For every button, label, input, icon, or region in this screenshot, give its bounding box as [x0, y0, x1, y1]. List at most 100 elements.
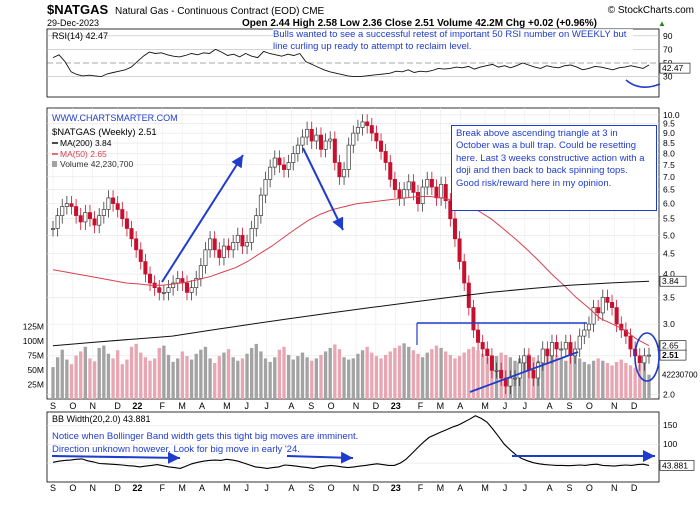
- volume-bar: [457, 356, 462, 399]
- candle-body: [60, 206, 65, 216]
- rsi-annotation-text: Bulls wanted to see a successful retest …: [273, 29, 633, 53]
- candle-body: [305, 128, 310, 138]
- candle-body: [471, 307, 476, 331]
- candle-body: [406, 181, 411, 191]
- candle-body: [536, 362, 541, 379]
- volume-bar: [628, 365, 633, 399]
- candle-body: [74, 206, 79, 216]
- volume-bar: [310, 360, 314, 399]
- volume-bar: [568, 357, 573, 399]
- volume-bar: [245, 353, 249, 399]
- candle-body: [212, 238, 217, 251]
- price-axis-label: 4.0: [663, 269, 675, 279]
- candle-body: [332, 138, 337, 163]
- candle-body: [166, 287, 171, 293]
- volume-bar: [120, 364, 124, 399]
- volume-bar: [370, 352, 374, 399]
- candle-body: [124, 218, 129, 229]
- x-axis-month-label-bottom: O: [69, 483, 76, 493]
- volume-bar: [554, 354, 559, 399]
- candle-body: [355, 127, 360, 134]
- volume-bar: [360, 350, 365, 399]
- volume-bar: [596, 358, 600, 399]
- x-axis-month-label: J: [523, 401, 528, 411]
- x-axis-month-label: J: [264, 401, 269, 411]
- x-axis-month-label: N: [353, 401, 360, 411]
- candle-body: [92, 218, 97, 226]
- rsi-last-value-badge: [659, 62, 691, 74]
- volume-bar: [291, 359, 295, 399]
- candle-body: [623, 329, 628, 337]
- recent-candles-circle: [634, 332, 660, 382]
- x-axis-month-label-bottom: A: [457, 483, 463, 493]
- volume-bar: [217, 356, 221, 399]
- volume-bar: [383, 354, 388, 399]
- price-axis-label: 4.5: [663, 249, 675, 259]
- volume-bar: [273, 357, 277, 399]
- candle-body: [637, 355, 642, 364]
- volume-bar: [268, 361, 272, 399]
- x-axis-month-label: D: [631, 401, 638, 411]
- volume-bar: [65, 359, 69, 399]
- volume-bar: [305, 357, 309, 399]
- volume-bar: [605, 363, 610, 399]
- volume-bar: [250, 347, 254, 399]
- volume-bar: [374, 356, 379, 399]
- volume-bar: [51, 367, 55, 399]
- candle-body: [263, 178, 268, 196]
- ma200-legend: MA(200) 3.84: [60, 138, 112, 148]
- candle-body: [411, 181, 416, 193]
- candle-body: [462, 261, 467, 284]
- candle-body: [489, 355, 494, 371]
- candle-body: [258, 194, 263, 216]
- x-axis-month-label-bottom: O: [586, 483, 593, 493]
- candle-body: [402, 189, 407, 199]
- candle-body: [318, 134, 323, 150]
- volume-bar: [231, 357, 235, 399]
- volume-bar: [148, 360, 152, 399]
- candle-body: [157, 287, 162, 293]
- candle-body: [563, 342, 568, 350]
- price-axis-label: 7.5: [663, 160, 675, 170]
- volume-bar: [614, 361, 619, 399]
- candle-body: [522, 355, 527, 364]
- candle-body: [309, 128, 314, 142]
- bbw-annotation-line1: Notice when Bollinger Band width gets th…: [52, 431, 358, 442]
- candle-body: [360, 121, 365, 128]
- candle-body: [476, 329, 481, 343]
- x-axis-month-label-bottom: F: [418, 483, 424, 493]
- volume-bar: [337, 349, 342, 399]
- candle-body: [184, 282, 189, 293]
- candle-body: [383, 151, 388, 163]
- volume-bar: [485, 357, 489, 399]
- x-axis-month-label-bottom: S: [308, 483, 314, 493]
- volume-bar: [550, 352, 554, 399]
- volume-bar: [236, 360, 240, 399]
- price-axis-label: 9.0: [663, 128, 675, 138]
- x-axis-month-label-bottom: J: [523, 483, 528, 493]
- volume-bar: [208, 358, 212, 399]
- price-axis-label: 5.5: [663, 214, 675, 224]
- x-axis-month-label: O: [586, 401, 593, 411]
- candle-body: [513, 377, 518, 380]
- rsi-line: [52, 48, 650, 78]
- volume-bar: [379, 358, 383, 399]
- candle-body: [369, 125, 374, 134]
- bbw-squeeze-arrow-2: [286, 451, 354, 464]
- volume-bar: [83, 346, 88, 399]
- volume-bar: [559, 358, 563, 399]
- candle-body: [235, 234, 240, 243]
- candle-body: [610, 302, 615, 308]
- volume-bar: [162, 345, 166, 399]
- candle-body: [203, 249, 208, 266]
- volume-bar: [97, 347, 101, 399]
- ohlc-summary: Open 2.44 High 2.58 Low 2.36 Close 2.51 …: [242, 18, 597, 29]
- rsi-axis-label: 70: [663, 44, 673, 54]
- volume-bar: [300, 352, 305, 399]
- date-label: 29-Dec-2023: [47, 18, 99, 28]
- volume-bar: [180, 351, 185, 399]
- candle-body: [194, 278, 199, 289]
- volume-bar: [333, 344, 337, 399]
- price-annotation-box: Break above ascending triangle at 3 in O…: [451, 125, 657, 211]
- candle-body: [485, 348, 490, 357]
